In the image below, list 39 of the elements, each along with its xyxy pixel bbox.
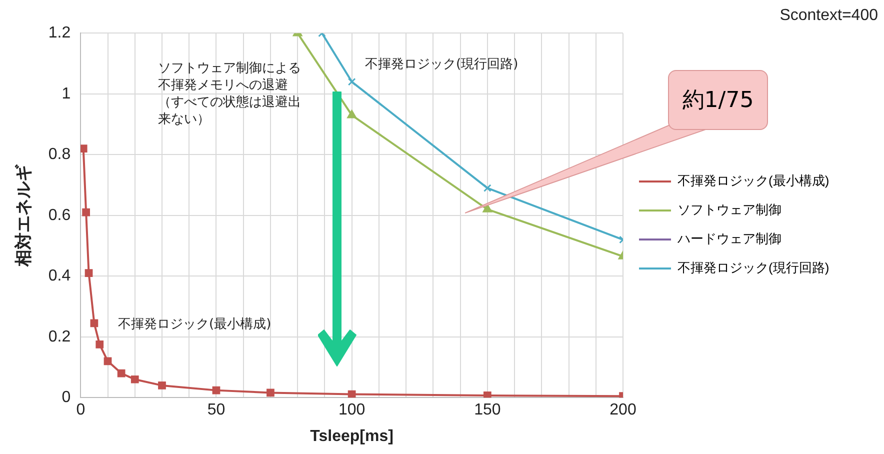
y-tick-label: 1.2 — [48, 24, 71, 42]
y-axis-title: 相対エネルギ — [14, 163, 33, 268]
point — [90, 319, 98, 328]
annotation: ソフトウェア制御による不揮発メモリへの退避（すべての状態は退避出来ない） — [158, 60, 302, 128]
y-tick-label: 0.2 — [48, 328, 71, 346]
x-tick-label: 50 — [207, 402, 226, 419]
y-tick-label: 0.8 — [48, 146, 71, 164]
point — [483, 184, 492, 192]
x-tick-label: 0 — [76, 402, 86, 419]
y-tick-label: 0.6 — [48, 206, 71, 224]
point — [82, 208, 90, 216]
point — [483, 392, 492, 398]
point — [104, 357, 112, 366]
x-axis-title: Tsleep[ms] — [310, 428, 394, 445]
point — [212, 386, 220, 394]
point — [117, 369, 126, 378]
annotation: 不揮発ロジック(現行回路) — [365, 56, 518, 73]
point — [96, 340, 104, 348]
text: Scontext=400 — [780, 7, 878, 24]
legend-label: 不揮発ロジック(最小構成) — [678, 173, 830, 188]
y-tick-label: 1 — [62, 85, 71, 102]
point — [84, 269, 93, 278]
point — [482, 204, 492, 212]
x-tick-label: 100 — [338, 402, 366, 419]
y-tick-label: 0 — [62, 389, 71, 406]
x-tick-label: 200 — [610, 402, 636, 419]
point — [348, 390, 356, 398]
point — [158, 382, 166, 390]
legend-label: ハードウェア制御 — [676, 231, 782, 246]
y-tick-label: 0.4 — [48, 268, 71, 285]
x-tick-label: 150 — [474, 402, 501, 419]
point — [130, 375, 139, 384]
point — [266, 388, 274, 397]
point — [347, 110, 356, 118]
point — [80, 144, 88, 153]
legend-label: 不揮発ロジック(現行回路) — [678, 260, 830, 276]
legend-label: ソフトウェア制御 — [678, 202, 782, 218]
point — [348, 78, 356, 86]
annotation: 不揮発ロジック(最小構成) — [118, 316, 272, 333]
